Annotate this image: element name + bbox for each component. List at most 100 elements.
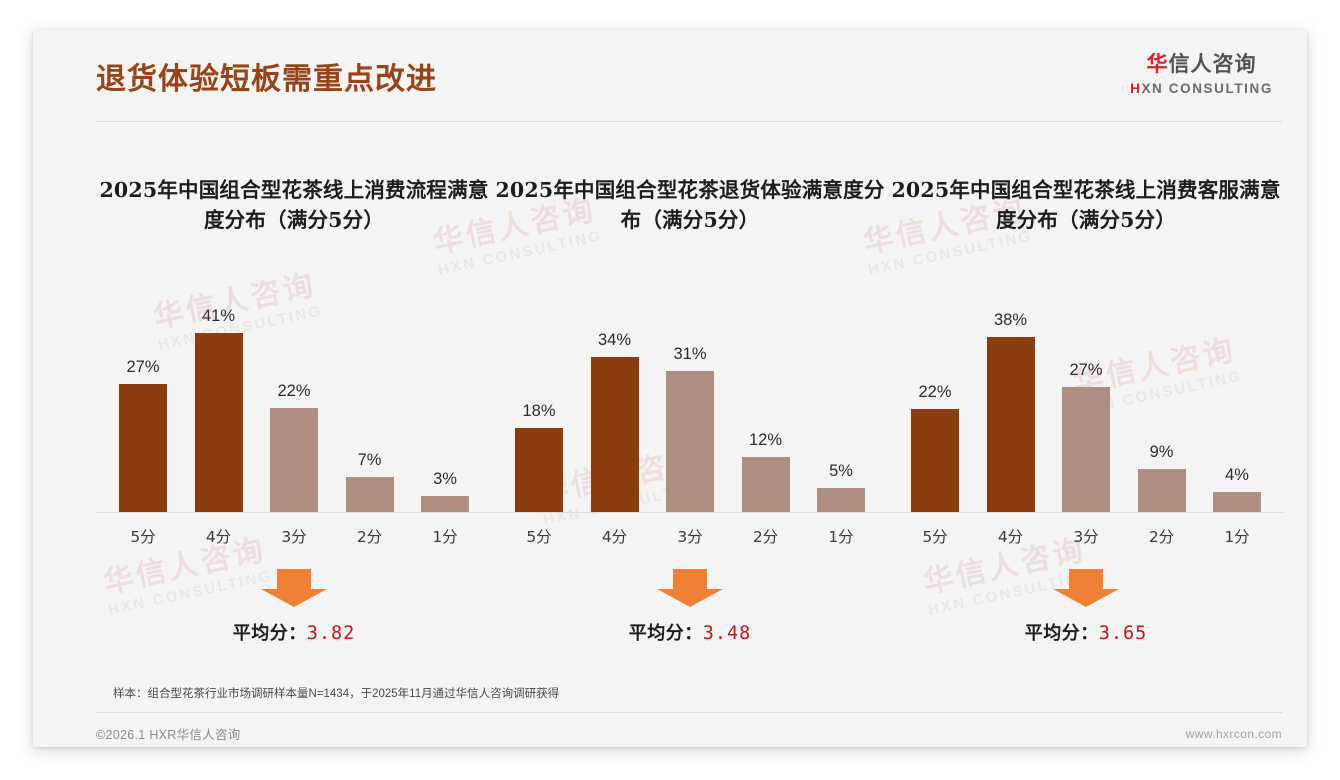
slide-header: 退货体验短板需重点改进 华信人咨询 HXN CONSULTING (33, 30, 1307, 120)
bar-item[interactable]: 18% (506, 281, 572, 514)
average-label: 平均分： (628, 623, 703, 645)
bar-value-label: 34% (597, 331, 632, 350)
bar-rect[interactable] (817, 488, 865, 514)
x-tick-label: 1分 (828, 528, 854, 547)
down-arrow-icon (657, 569, 723, 608)
x-tick-label: 3分 (677, 528, 703, 547)
bar-item[interactable]: 27% (1053, 281, 1119, 514)
x-axis-line (492, 512, 888, 514)
bar-rect[interactable] (911, 409, 959, 514)
average-label: 平均分： (1024, 623, 1099, 645)
bar-rect[interactable] (270, 408, 318, 514)
x-tick-label: 3分 (281, 528, 307, 547)
bar-rect[interactable] (1213, 492, 1261, 514)
bar-item[interactable]: 34% (582, 281, 648, 514)
x-axis-ticks: 5分 4分 3分 2分 1分 (96, 525, 492, 547)
down-arrow-icon (261, 569, 327, 608)
bar-item[interactable]: 12% (733, 281, 799, 514)
bar-item[interactable]: 9% (1129, 281, 1195, 514)
x-tick-label: 4分 (601, 528, 628, 547)
bar-value-label: 38% (993, 311, 1028, 330)
bar-item[interactable]: 3% (412, 281, 478, 514)
website-url[interactable]: www.hxrcon.com (1185, 726, 1282, 741)
logo-en-red: H (1130, 81, 1142, 96)
bar-value-label: 22% (918, 383, 952, 402)
footer-divider (96, 712, 1282, 713)
x-tick-label: 1分 (1224, 528, 1250, 547)
chart-panel-2: 2025年中国组合型花茶退货体验满意度分布（满分5分） 18% 34% 31% (492, 152, 888, 652)
chart-plot-area: 27% 41% 22% 7% (96, 279, 492, 514)
chart-plot-area: 18% 34% 31% 12% (492, 279, 888, 514)
bar-rect[interactable] (1062, 387, 1110, 514)
logo-english-text: HXN CONSULTING (1130, 82, 1273, 96)
x-axis-ticks: 5分 4分 3分 2分 1分 (888, 525, 1284, 547)
bar-rect[interactable] (421, 496, 469, 514)
x-axis-line (888, 512, 1284, 514)
bar-value-label: 7% (357, 451, 382, 470)
sample-note: 样本：组合型花茶行业市场调研样本量N=1434，于2025年11月通过华信人咨询… (113, 688, 560, 700)
arrow-container (492, 569, 888, 609)
bar-rect[interactable] (194, 333, 243, 514)
bar-item[interactable]: 27% (110, 281, 176, 514)
bar-rect[interactable] (590, 357, 639, 514)
bar-rect[interactable] (515, 428, 563, 514)
average-value: 3.82 (306, 623, 356, 645)
average-label: 平均分： (232, 623, 307, 645)
header-divider (96, 121, 1282, 122)
arrow-container (888, 569, 1284, 609)
bar-item[interactable]: 4% (1204, 281, 1270, 514)
bar-item[interactable]: 22% (261, 281, 327, 514)
copyright-text: ©2026.1 HXR华信人咨询 (96, 728, 241, 742)
x-tick-label: 4分 (205, 528, 232, 547)
x-tick-label: 5分 (526, 528, 552, 547)
bar-value-label: 22% (277, 382, 311, 401)
bar-value-label: 18% (522, 402, 556, 421)
x-axis-ticks: 5分 4分 3分 2分 1分 (492, 525, 888, 547)
page-title: 退货体验短板需重点改进 (96, 62, 437, 97)
bar-item[interactable]: 41% (186, 281, 252, 514)
bar-item[interactable]: 38% (978, 281, 1044, 514)
bar-series: 27% 41% 22% 7% (110, 281, 478, 514)
x-tick-label: 2分 (1148, 528, 1175, 547)
bar-value-label: 3% (433, 470, 457, 489)
bar-rect[interactable] (119, 384, 167, 514)
bar-series: 22% 38% 27% 9% (902, 281, 1270, 514)
average-value: 3.48 (702, 623, 752, 645)
bar-value-label: 41% (201, 307, 236, 326)
bar-value-label: 9% (1149, 443, 1174, 462)
bar-value-label: 12% (748, 431, 783, 450)
bar-rect[interactable] (986, 337, 1035, 514)
chart-plot-area: 22% 38% 27% 9% (888, 279, 1284, 514)
chart-title: 2025年中国组合型花茶退货体验满意度分布（满分5分） (495, 178, 885, 232)
bar-series: 18% 34% 31% 12% (506, 281, 874, 514)
chart-title: 2025年中国组合型花茶线上消费流程满意度分布（满分5分） (99, 178, 489, 232)
bar-item[interactable]: 22% (902, 281, 968, 514)
slide-footer: ©2026.1 HXR华信人咨询 www.hxrcon.com (96, 720, 1282, 747)
bar-rect[interactable] (666, 371, 714, 514)
logo-cn-rest: 信人咨询 (1168, 52, 1257, 76)
x-tick-label: 2分 (752, 528, 779, 547)
company-logo: 华信人咨询 HXN CONSULTING (1130, 54, 1273, 96)
bar-item[interactable]: 5% (808, 281, 874, 514)
x-tick-label: 2分 (356, 528, 383, 547)
chart-title: 2025年中国组合型花茶线上消费客服满意度分布（满分5分） (891, 178, 1281, 232)
logo-chinese-text: 华信人咨询 (1130, 54, 1273, 75)
bar-rect[interactable] (741, 457, 790, 514)
average-score: 平均分：3.65 (1025, 619, 1148, 645)
bar-value-label: 5% (829, 462, 853, 481)
x-tick-label: 4分 (997, 528, 1024, 547)
bar-rect[interactable] (345, 477, 394, 514)
logo-en-rest: XN CONSULTING (1141, 81, 1273, 96)
logo-cn-red: 华 (1146, 52, 1169, 76)
down-arrow-icon (1053, 569, 1119, 608)
charts-row: 2025年中国组合型花茶线上消费流程满意度分布（满分5分） 27% 41% 22… (96, 152, 1284, 652)
bar-item[interactable]: 7% (337, 281, 403, 514)
chart-panel-3: 2025年中国组合型花茶线上消费客服满意度分布（满分5分） 22% 38% 27… (888, 152, 1284, 652)
bar-item[interactable]: 31% (657, 281, 723, 514)
bar-rect[interactable] (1137, 469, 1186, 514)
bar-value-label: 4% (1225, 466, 1249, 485)
chart-panel-1: 2025年中国组合型花茶线上消费流程满意度分布（满分5分） 27% 41% 22… (96, 152, 492, 652)
bar-value-label: 27% (1069, 361, 1103, 380)
x-tick-label: 1分 (432, 528, 458, 547)
